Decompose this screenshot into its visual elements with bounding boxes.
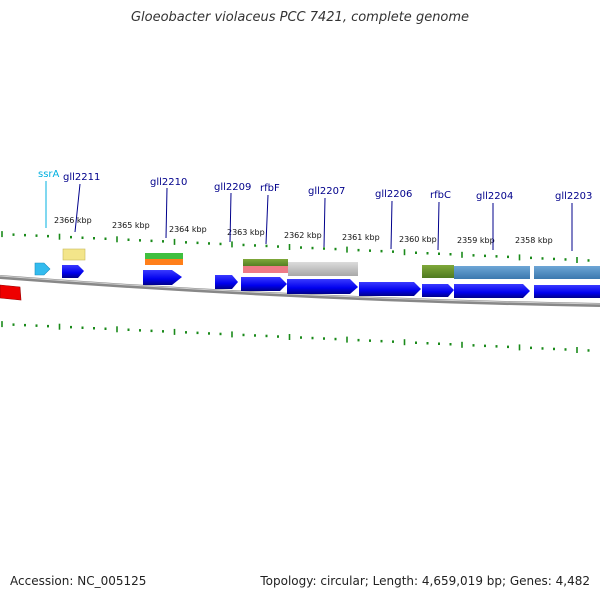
feature-olive-block[interactable] xyxy=(243,259,288,267)
gene-label-gll2211[interactable]: gll2211 xyxy=(63,172,100,183)
scale-label: 2364 kbp xyxy=(169,225,207,234)
label-leader-line xyxy=(323,197,326,248)
label-leader-line xyxy=(265,194,269,245)
gene-label-gll2206[interactable]: gll2206 xyxy=(375,189,412,200)
topology-label: Topology: circular; Length: 4,659,019 bp… xyxy=(260,574,590,588)
outer-tick-row xyxy=(1,231,590,263)
label-leader-line xyxy=(229,192,232,243)
cds-arrow-gll2204[interactable] xyxy=(454,284,530,298)
gene-label-gll2209[interactable]: gll2209 xyxy=(214,182,251,193)
feature-yellow-block[interactable] xyxy=(62,248,86,261)
gene-label-ssra[interactable]: ssrA xyxy=(38,169,60,180)
feature-orange-band[interactable] xyxy=(145,259,183,265)
scale-label: 2358 kbp xyxy=(515,236,553,245)
inner-tick-row xyxy=(1,321,590,353)
gene-label-gll2203[interactable]: gll2203 xyxy=(555,191,592,202)
feature-ssra-rna[interactable] xyxy=(34,262,51,276)
gene-label-gll2210[interactable]: gll2210 xyxy=(150,177,187,188)
scale-label: 2363 kbp xyxy=(227,228,265,237)
scale-label: 2365 kbp xyxy=(112,221,150,230)
scale-label: 2366 kbp xyxy=(54,216,92,225)
scale-label: 2359 kbp xyxy=(457,236,495,245)
cds-arrow-gll2209[interactable] xyxy=(215,275,238,289)
gene-label-rfbc[interactable]: rfbC xyxy=(430,190,451,201)
label-leader-line xyxy=(390,200,393,250)
cds-arrow-gll2210[interactable] xyxy=(143,270,182,285)
gene-label-gll2204[interactable]: gll2204 xyxy=(476,191,513,202)
feature-steel-block[interactable] xyxy=(454,266,530,279)
cds-arrow-gll2203[interactable] xyxy=(534,285,600,298)
feature-green-band[interactable] xyxy=(145,253,183,259)
label-leader-line xyxy=(165,187,168,239)
cds-arrow-rfbf[interactable] xyxy=(241,277,287,291)
scale-label: 2360 kbp xyxy=(399,235,437,244)
feature-steel-block[interactable] xyxy=(534,266,600,279)
feature-olive-block[interactable] xyxy=(422,265,454,278)
feature-red[interactable] xyxy=(0,284,22,301)
genome-backbone xyxy=(0,275,600,307)
label-leader-line xyxy=(74,183,81,233)
accession-label: Accession: NC_005125 xyxy=(10,574,147,588)
cds-arrow-gll2207[interactable] xyxy=(287,279,358,294)
feature-gray-block[interactable] xyxy=(288,262,358,276)
gene-label-rfbf[interactable]: rfbF xyxy=(260,183,280,194)
genome-title: Gloeobacter violaceus PCC 7421, complete… xyxy=(130,10,470,25)
feature-pink-block[interactable] xyxy=(243,266,288,273)
gene-label-gll2207[interactable]: gll2207 xyxy=(308,186,345,197)
cds-arrow-gll2206[interactable] xyxy=(359,282,421,296)
cds-arrow-gll2211[interactable] xyxy=(62,265,84,278)
cds-arrow-rfbc[interactable] xyxy=(422,284,454,297)
genome-backbone-highlight xyxy=(0,275,600,305)
scale-label: 2361 kbp xyxy=(342,233,380,242)
scale-label: 2362 kbp xyxy=(284,231,322,240)
label-leader-line xyxy=(437,201,440,251)
